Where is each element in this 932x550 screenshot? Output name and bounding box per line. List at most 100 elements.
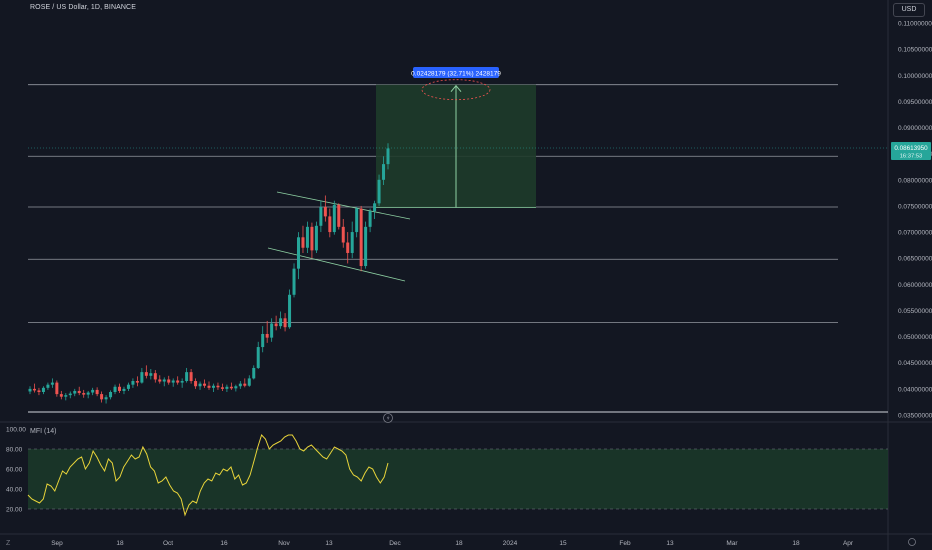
candle — [171, 378, 175, 387]
candle — [149, 369, 153, 380]
candle — [211, 383, 215, 393]
candle — [180, 378, 184, 388]
time-tick-label: Oct — [163, 540, 173, 547]
candle — [297, 232, 300, 280]
candle — [135, 376, 139, 387]
candle — [359, 205, 363, 272]
candle — [292, 263, 296, 298]
candle — [350, 221, 354, 259]
measure-label-text: 0.02428179 (32.71%) 2428179 — [411, 71, 501, 78]
candle — [364, 221, 368, 269]
candle — [283, 313, 287, 332]
candle — [126, 382, 130, 391]
candle — [341, 219, 345, 248]
tradingview-logo-icon[interactable]: Z — [6, 540, 11, 547]
price-tag-box — [891, 142, 931, 160]
candle — [167, 375, 171, 385]
candle — [234, 384, 238, 392]
candle — [113, 384, 117, 395]
measure-label-box — [413, 67, 499, 78]
candle — [301, 225, 305, 253]
candle — [82, 389, 86, 398]
candle — [261, 326, 265, 353]
candle — [270, 318, 274, 342]
mfi-tick-label: 20.00 — [6, 507, 23, 514]
price-axis[interactable]: 0.11000000 0.10500000 0.10000000 0.09500000… — [898, 21, 932, 420]
candle — [118, 383, 121, 394]
candle — [368, 208, 372, 233]
candle — [55, 380, 59, 397]
candle — [355, 206, 359, 238]
candle — [225, 384, 229, 393]
candle — [144, 365, 148, 379]
candle — [104, 395, 108, 404]
channel-upper-line[interactable] — [276, 191, 411, 220]
candle — [328, 208, 332, 238]
time-tick-label: 18 — [116, 540, 124, 547]
mfi-tick-label: 100.00 — [6, 427, 26, 434]
target-zone[interactable] — [376, 79, 536, 208]
candle — [50, 378, 54, 388]
candle — [305, 221, 309, 253]
mfi-pane[interactable]: 100.00 80.00 60.00 40.00 20.00 — [6, 427, 888, 517]
current-price-tag[interactable]: 0.08613950 16:37:53 — [28, 142, 931, 160]
settings-icon[interactable] — [908, 538, 916, 546]
price-tick-label: 0.08000000 — [898, 177, 932, 184]
time-axis[interactable]: Sep 18 Oct 16 Nov 13 Dec 18 2024 15 Feb 13 Mar 18 Apr — [51, 540, 854, 547]
time-tick-label: 18 — [455, 540, 463, 547]
candle — [37, 387, 41, 396]
candle — [140, 367, 144, 384]
candle — [194, 378, 198, 389]
measure-label[interactable]: 0.02428179 (32.71%) 2428179 — [411, 67, 501, 78]
candle — [162, 377, 166, 387]
candle — [64, 393, 68, 401]
mfi-tick-label: 80.00 — [6, 447, 23, 454]
price-tick-label: 0.07500000 — [898, 203, 932, 210]
candle — [109, 390, 113, 400]
candle — [265, 320, 269, 343]
candle — [68, 391, 72, 399]
price-tick-label: 0.11000000 — [898, 21, 932, 28]
lightning-icon[interactable] — [383, 413, 393, 423]
time-tick-label: 18 — [792, 540, 800, 547]
price-tick-label: 0.04500000 — [898, 360, 932, 367]
candle — [153, 370, 157, 383]
mfi-tick-label: 40.00 — [6, 487, 23, 494]
candle — [323, 195, 327, 222]
channel-lower-line[interactable] — [267, 247, 406, 282]
time-tick-label: 2024 — [503, 540, 518, 547]
currency-button[interactable]: USD — [893, 3, 925, 17]
mfi-axis: 100.00 80.00 60.00 40.00 20.00 — [6, 427, 26, 514]
candle — [41, 386, 45, 395]
time-tick-label: Sep — [51, 540, 63, 547]
candle — [332, 200, 336, 235]
candle — [77, 386, 81, 396]
candle — [319, 200, 323, 233]
candle — [373, 200, 377, 219]
trend-channel[interactable] — [267, 191, 411, 282]
candle — [176, 376, 180, 385]
time-tick-label: Feb — [619, 540, 631, 547]
candle — [288, 289, 292, 329]
candles — [28, 143, 390, 404]
candle — [252, 365, 256, 380]
candle — [386, 143, 390, 170]
price-tick-label: 0.06000000 — [898, 282, 932, 289]
candle — [122, 386, 126, 395]
time-tick-label: 15 — [559, 540, 567, 547]
price-tag-countdown: 16:37:53 — [900, 154, 923, 160]
mfi-line — [27, 434, 389, 517]
candle — [207, 381, 211, 390]
price-tick-label: 0.10000000 — [898, 73, 932, 80]
mfi-indicator-label[interactable]: MFI (14) — [30, 428, 57, 435]
candle — [185, 367, 189, 383]
candle — [243, 378, 247, 388]
candle — [216, 382, 220, 390]
candle — [59, 390, 63, 400]
chart-title: ROSE / US Dollar, 1D, BINANCE — [30, 4, 136, 11]
price-tick-label: 0.09000000 — [898, 125, 932, 132]
candle — [382, 156, 386, 186]
candle — [100, 391, 104, 403]
price-tick-label: 0.09500000 — [898, 99, 932, 106]
